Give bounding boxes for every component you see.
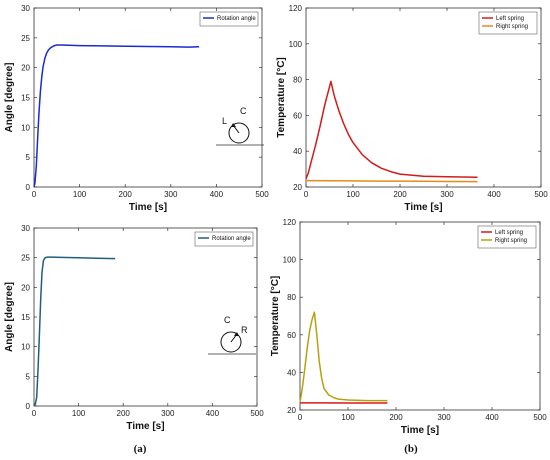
series-line-1 (33, 44, 200, 188)
x-axis-label: Time [s] (126, 421, 164, 432)
y-tick-label: 40 (287, 368, 296, 377)
plot-frame (33, 7, 263, 188)
y-tick-label: 100 (283, 256, 297, 265)
y-tick-label: 15 (21, 313, 30, 322)
arrow-head-icon (231, 123, 236, 127)
panel-label-b: (b) (404, 443, 418, 455)
series-line-1 (305, 80, 478, 180)
x-tick-label: 200 (117, 409, 131, 418)
x-tick-label: 200 (393, 190, 407, 199)
legend: Left spring Right spring (477, 225, 537, 249)
wheel-icon (220, 331, 242, 353)
x-tick-label: 0 (298, 413, 303, 422)
x-tick-label: 500 (533, 413, 547, 422)
x-tick-label: 0 (32, 190, 37, 199)
chart-4: 0 100 200 300 400 500 20 40 60 80 100 120 Time [s] Te… (270, 218, 547, 436)
x-tick-label: 500 (250, 409, 264, 418)
x-tick-label: 0 (32, 409, 37, 418)
y-tick-label: 10 (21, 343, 30, 352)
chart-1: 0 100 200 300 400 500 0 5 10 15 20 25 30 Time [s] Angl… (4, 4, 269, 213)
x-tick-label: 300 (164, 190, 178, 199)
y-tick-label: 30 (21, 4, 30, 13)
legend-entry: Rotation angle (217, 16, 256, 22)
y-tick-label: 20 (293, 183, 302, 192)
y-tick-label: 15 (21, 94, 30, 103)
series-line-2 (305, 179, 478, 183)
x-tick-label: 400 (485, 413, 499, 422)
x-axis-label: Time [s] (401, 425, 439, 436)
legend-box (199, 11, 259, 27)
inset-diagram: LC (216, 106, 264, 146)
legend: Left spring Right spring (478, 11, 538, 35)
y-tick-label: 10 (21, 123, 30, 132)
wheel-icon (228, 122, 250, 144)
y-axis-label: Temperature [°C] (276, 57, 287, 138)
x-tick-label: 200 (389, 413, 403, 422)
arrow-head-icon (234, 332, 239, 336)
chart-3: 0 100 200 300 400 500 0 5 10 15 20 25 30 Time [s] Angl… (4, 224, 264, 432)
y-tick-label: 60 (293, 111, 302, 120)
inset-label: R (241, 325, 248, 335)
y-tick-label: 80 (293, 76, 302, 85)
x-tick-label: 200 (119, 190, 133, 199)
series-line-1 (33, 256, 116, 407)
x-axis-label: Time [s] (404, 202, 442, 213)
inset-label: C (224, 315, 231, 325)
y-tick-label: 25 (21, 34, 30, 43)
legend-box (194, 231, 254, 247)
y-tick-label: 120 (289, 4, 303, 13)
x-tick-label: 300 (161, 409, 175, 418)
x-tick-label: 500 (255, 190, 269, 199)
inset-label: C (240, 106, 247, 116)
y-tick-label: 25 (21, 254, 30, 263)
y-tick-label: 100 (289, 40, 303, 49)
series-line-2 (299, 311, 388, 403)
legend-entry: Left spring (495, 230, 523, 236)
y-tick-label: 20 (21, 283, 30, 292)
y-tick-label: 5 (26, 372, 31, 381)
plot-frame (305, 7, 542, 188)
legend-entry: Rotation angle (212, 236, 251, 242)
y-tick-label: 60 (287, 331, 296, 340)
x-tick-label: 300 (440, 190, 454, 199)
y-tick-label: 0 (26, 402, 31, 411)
x-tick-label: 400 (210, 190, 224, 199)
legend-entry: Left spring (496, 16, 524, 22)
x-tick-label: 100 (341, 413, 355, 422)
y-axis-label: Temperature [°C] (270, 276, 281, 357)
inset-diagram: CR (208, 315, 256, 355)
chart-2: 0 100 200 300 400 500 20 40 60 80 100 120 Time [s] Te… (276, 4, 548, 213)
y-tick-label: 0 (26, 183, 31, 192)
plot-frame (299, 221, 541, 411)
y-tick-label: 40 (293, 147, 302, 156)
legend: Rotation angle (194, 231, 254, 247)
legend-entry: Right spring (495, 238, 527, 244)
y-tick-label: 20 (21, 64, 30, 73)
x-tick-label: 300 (437, 413, 451, 422)
x-tick-label: 0 (304, 190, 309, 199)
x-tick-label: 100 (73, 190, 87, 199)
legend: Rotation angle (199, 11, 259, 27)
panel-label-a: (a) (134, 443, 147, 455)
x-tick-label: 100 (72, 409, 86, 418)
legend-box (477, 225, 537, 249)
x-tick-label: 400 (206, 409, 220, 418)
y-tick-label: 30 (21, 224, 30, 233)
x-tick-label: 100 (346, 190, 360, 199)
y-tick-label: 20 (287, 406, 296, 415)
y-tick-label: 80 (287, 293, 296, 302)
x-axis-label: Time [s] (129, 202, 167, 213)
x-tick-label: 400 (487, 190, 501, 199)
legend-box (478, 11, 538, 35)
y-axis-label: Angle [degree] (4, 62, 15, 132)
legend-entry: Right spring (496, 24, 528, 30)
y-tick-label: 120 (283, 218, 297, 227)
y-tick-label: 5 (26, 153, 31, 162)
y-axis-label: Angle [degree] (4, 282, 15, 352)
x-tick-label: 500 (534, 190, 548, 199)
inset-label: L (222, 116, 227, 126)
